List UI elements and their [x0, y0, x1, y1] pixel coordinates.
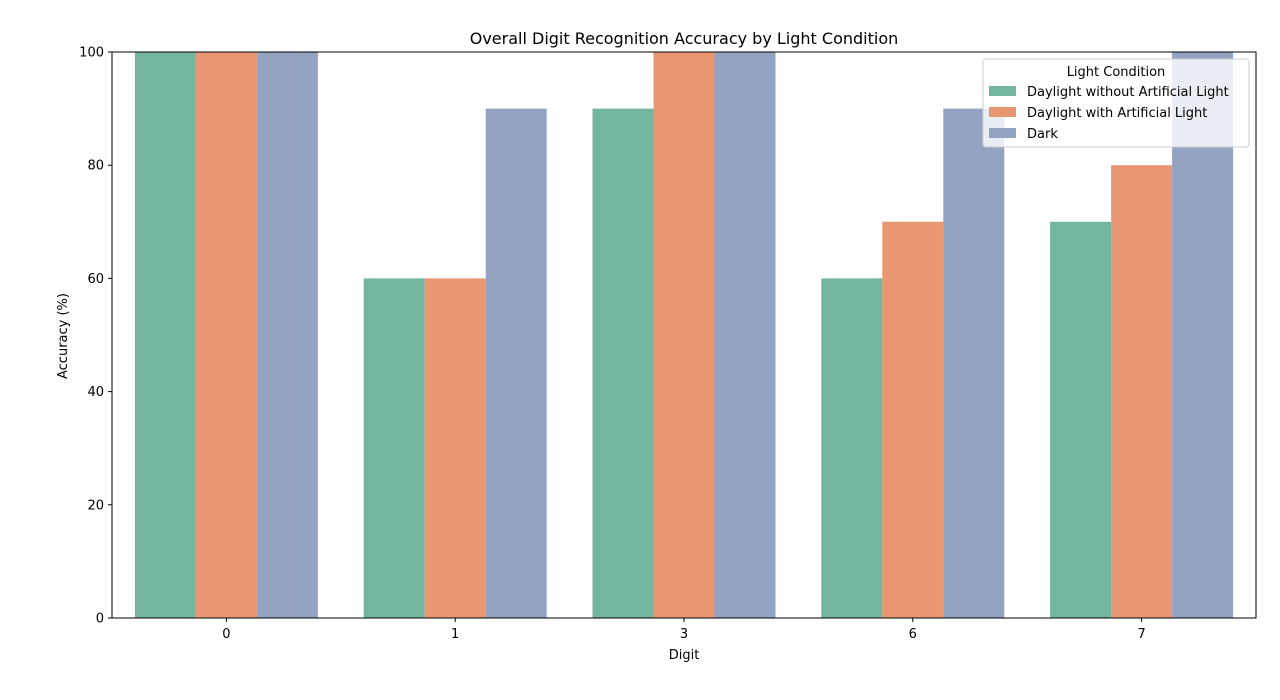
bar-digit-3-series-0: [592, 108, 654, 618]
y-axis-label: Accuracy (%): [56, 293, 71, 379]
legend-swatch: [989, 128, 1016, 138]
legend-swatch: [989, 107, 1016, 117]
legend-frame: [982, 58, 1250, 148]
legend-swatch: [989, 86, 1016, 96]
x-tick-label: 7: [1137, 627, 1145, 642]
chart-title: Overall Digit Recognition Accuracy by Li…: [470, 29, 899, 48]
x-tick-label: 1: [451, 627, 459, 642]
y-tick-label: 0: [96, 612, 104, 627]
bars-layer: [134, 52, 1234, 619]
bar-digit-6-series-1: [882, 221, 944, 619]
bar-digit-3-series-2: [714, 52, 776, 618]
bar-digit-7-series-1: [1111, 165, 1173, 618]
bar-digit-7-series-0: [1050, 221, 1112, 619]
bar-digit-6-series-2: [943, 108, 1005, 618]
bar-digit-0-series-2: [256, 52, 318, 618]
axes-layer: 0 20 40 60 80 100 0 1 3 6 7: [79, 46, 1257, 642]
y-tick-label: 100: [79, 46, 104, 61]
y-tick-label: 20: [87, 498, 104, 513]
bar-digit-1-series-1: [424, 278, 486, 618]
legend-label: Daylight without Artificial Light: [1027, 85, 1229, 100]
plot-frame: [111, 51, 1257, 619]
y-tick-label: 80: [87, 159, 104, 174]
bar-digit-0-series-1: [195, 52, 257, 618]
x-tick-label: 3: [680, 627, 688, 642]
x-tick-label: 6: [909, 627, 917, 642]
x-tick-label: 0: [222, 627, 230, 642]
bar-digit-6-series-0: [821, 278, 883, 618]
bar-digit-1-series-2: [485, 108, 547, 618]
bar-digit-1-series-0: [363, 278, 425, 618]
legend: Light Condition Daylight without Artific…: [982, 58, 1250, 148]
y-tick-label: 40: [87, 385, 104, 400]
x-axis-label: Digit: [669, 648, 700, 663]
legend-label: Daylight with Artificial Light: [1027, 106, 1207, 121]
legend-title: Light Condition: [1067, 65, 1166, 80]
bar-digit-0-series-0: [134, 52, 196, 618]
bar-digit-3-series-1: [653, 52, 715, 618]
y-tick-label: 60: [87, 272, 104, 287]
legend-label: Dark: [1027, 127, 1058, 142]
